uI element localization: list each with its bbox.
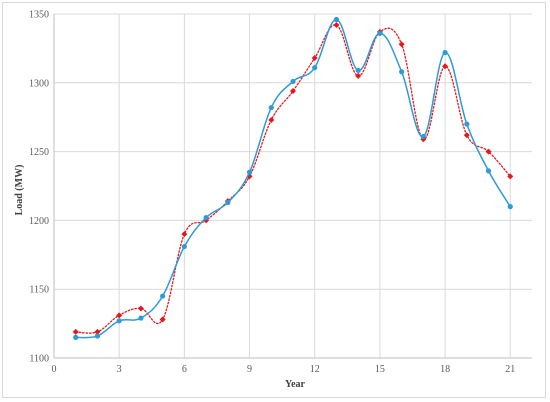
series-2-line [75,24,511,334]
y-tick-label: 1200 [29,216,49,227]
y-tick-label: 1250 [29,147,49,158]
grid-lines [54,13,532,358]
series-1-marker [116,318,122,324]
series-1-marker [160,293,166,299]
series-2-marker [72,328,79,335]
series-1-line [74,18,512,339]
x-tick-label: 0 [52,364,57,375]
series-2-marker [94,328,101,335]
x-tick-label: 3 [117,364,122,375]
series-2-marker [485,148,492,155]
y-axis-title: Load (MW) [14,165,25,216]
x-tick-label: 21 [505,364,515,375]
series-1-marker [73,334,79,340]
series-1-marker [138,315,144,321]
series-2-marker [442,63,449,70]
series-2-marker [463,132,470,139]
series-2-marker [116,312,123,319]
series-1-marker [181,243,187,250]
series-2-marker [290,88,296,95]
x-tick-label: 6 [182,364,187,375]
series-2-marker [181,231,188,238]
series-1-marker [203,215,209,221]
axes [53,14,532,359]
x-tick-label: 12 [310,364,320,375]
chart-frame [2,2,546,398]
series-1-marker [333,16,340,23]
series-1-marker [377,30,383,36]
y-tick-label: 1300 [29,78,49,89]
y-tick-label: 1100 [29,354,49,365]
y-tick-label: 1350 [29,10,49,21]
x-tick-label: 18 [440,364,450,375]
series-1-marker [268,104,274,111]
series-1-marker [94,333,101,339]
series-2-marker [507,173,514,180]
series-1-marker [464,121,470,127]
series-1-marker [355,67,361,74]
x-tick-label: 15 [375,364,385,375]
series-1-marker [225,199,231,206]
series-1-marker [290,78,296,85]
series-1-marker [399,69,405,75]
series-2-marker [333,22,340,29]
series-2-marker [268,116,275,123]
series-2-marker [398,41,405,48]
series-1-marker [507,204,513,210]
tick-labels: 1100 1150 1200 1250 1300 1350 0 3 6 9 12 15 18 21 [29,10,515,376]
y-tick-label: 1150 [29,285,49,296]
series-1-marker [420,133,426,140]
series-group [72,16,514,340]
x-tick-label: 9 [247,364,252,375]
series-1-marker [246,169,253,175]
series-2-marker [137,305,144,312]
series-2-marker [311,55,318,62]
series-2-marker [355,72,362,79]
series-2-marker [159,316,166,323]
x-axis-title: Year [285,379,306,390]
series-1-marker [312,65,318,71]
series-1-marker [442,49,448,56]
series-1-marker [485,168,492,174]
